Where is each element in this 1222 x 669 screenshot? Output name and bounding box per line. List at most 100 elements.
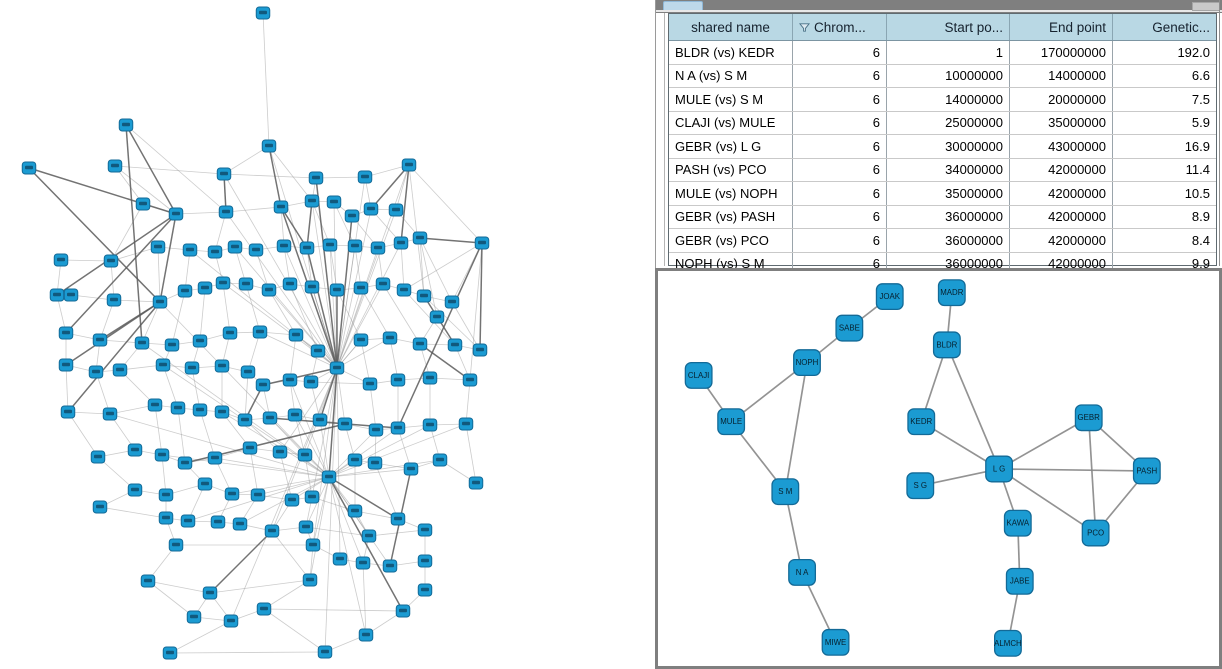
network-node[interactable] (444, 295, 460, 309)
node-shape[interactable] (1005, 567, 1034, 595)
main-network-canvas[interactable] (0, 0, 655, 669)
network-node[interactable] (304, 280, 320, 294)
network-node[interactable] (214, 405, 230, 419)
table-cell[interactable]: 6 (793, 41, 887, 64)
network-node[interactable] (58, 358, 74, 372)
table-row[interactable]: GEBR (vs) PCO 6 36000000 42000000 8.4 (669, 229, 1216, 253)
network-node[interactable] (168, 538, 184, 552)
network-node[interactable] (155, 358, 171, 372)
network-node[interactable] (329, 283, 345, 297)
network-node[interactable] (214, 359, 230, 373)
network-node[interactable] (447, 338, 463, 352)
network-node[interactable] (417, 554, 433, 568)
network-node[interactable] (299, 241, 315, 255)
table-cell[interactable]: 5.9 (1191, 115, 1210, 131)
table-cell[interactable]: 6 (793, 135, 887, 158)
node-shape[interactable] (717, 408, 746, 436)
node-shape[interactable] (835, 314, 864, 342)
node-shape[interactable] (932, 331, 961, 359)
column-header-3[interactable]: End point (1010, 14, 1113, 40)
network-node[interactable] (382, 331, 398, 345)
node-shape[interactable] (906, 472, 935, 500)
network-node[interactable] (222, 326, 238, 340)
table-cell[interactable]: 42000000 (1010, 252, 1113, 275)
subnetwork-node-BLDR[interactable]: BLDR (932, 331, 961, 359)
network-node[interactable] (390, 373, 406, 387)
table-cell[interactable]: GEBR (vs) PCO (669, 229, 793, 252)
node-shape[interactable] (1132, 457, 1161, 485)
network-node[interactable] (147, 398, 163, 412)
node-shape[interactable] (985, 455, 1014, 483)
network-node[interactable] (474, 236, 490, 250)
table-cell[interactable]: 42000000 (1010, 158, 1113, 181)
table-cell[interactable]: 6 (793, 158, 887, 181)
network-node[interactable] (197, 477, 213, 491)
subnetwork-node-PCO[interactable]: PCO (1081, 519, 1110, 547)
subnetwork-node-L-G[interactable]: L G (985, 455, 1014, 483)
network-node[interactable] (223, 614, 239, 628)
network-node[interactable] (390, 512, 406, 526)
network-node[interactable] (262, 411, 278, 425)
network-node[interactable] (321, 470, 337, 484)
network-node[interactable] (88, 365, 104, 379)
network-node[interactable] (107, 159, 123, 173)
network-node[interactable] (332, 552, 348, 566)
network-node[interactable] (184, 361, 200, 375)
network-node[interactable] (170, 401, 186, 415)
column-header-2[interactable]: Start po... (887, 14, 1010, 40)
network-node[interactable] (232, 517, 248, 531)
table-cell[interactable]: MULE (vs) S M (669, 88, 793, 111)
network-node[interactable] (347, 453, 363, 467)
network-node[interactable] (250, 488, 266, 502)
network-node[interactable] (261, 283, 277, 297)
network-node[interactable] (355, 556, 371, 570)
subnetwork-node-S-M[interactable]: S M (771, 478, 800, 506)
network-node[interactable] (362, 377, 378, 391)
network-node[interactable] (363, 202, 379, 216)
network-node[interactable] (347, 504, 363, 518)
table-row[interactable]: CLAJI (vs) MULE 6 25000000 35000000 5.9 (669, 111, 1216, 135)
network-node[interactable] (396, 283, 412, 297)
network-node[interactable] (273, 200, 289, 214)
network-node[interactable] (49, 288, 65, 302)
network-node[interactable] (242, 441, 258, 455)
network-node[interactable] (227, 240, 243, 254)
subnetwork-node-GEBR[interactable]: GEBR (1074, 404, 1103, 432)
network-node[interactable] (297, 448, 313, 462)
network-node[interactable] (154, 448, 170, 462)
table-row[interactable]: NOPH (vs) S M 6 36000000 42000000 9.9 (669, 252, 1216, 275)
subnetwork-node-KAWA[interactable]: KAWA (1003, 509, 1032, 537)
network-node[interactable] (422, 418, 438, 432)
network-node[interactable] (90, 450, 106, 464)
network-node[interactable] (177, 456, 193, 470)
table-cell[interactable]: 34000000 (887, 158, 1010, 181)
table-cell[interactable]: 11.4 (1185, 162, 1210, 178)
network-node[interactable] (261, 139, 277, 153)
table-cell[interactable]: CLAJI (vs) MULE (669, 111, 793, 134)
table-cell[interactable]: 1 (887, 41, 1010, 64)
network-node[interactable] (210, 515, 226, 529)
network-node[interactable] (127, 443, 143, 457)
network-node[interactable] (58, 326, 74, 340)
network-node[interactable] (272, 445, 288, 459)
network-node[interactable] (312, 413, 328, 427)
network-node[interactable] (152, 295, 168, 309)
table-cell[interactable]: 9.9 (1191, 256, 1210, 272)
node-shape[interactable] (793, 349, 821, 377)
node-shape[interactable] (1074, 404, 1103, 432)
table-cell[interactable]: 25000000 (887, 111, 1010, 134)
table-cell[interactable]: 6 (793, 205, 887, 228)
network-node[interactable] (164, 338, 180, 352)
table-cell[interactable]: 14000000 (1010, 64, 1113, 87)
network-node[interactable] (282, 277, 298, 291)
table-row[interactable]: BLDR (vs) KEDR 6 1 170000000 192.0 (669, 41, 1216, 65)
network-node[interactable] (118, 118, 134, 132)
network-node[interactable] (308, 171, 324, 185)
subnetwork-node-JOAK[interactable]: JOAK (875, 283, 904, 311)
network-node[interactable] (192, 403, 208, 417)
network-node[interactable] (186, 610, 202, 624)
network-node[interactable] (92, 500, 108, 514)
network-node[interactable] (412, 231, 428, 245)
table-cell[interactable]: 20000000 (1010, 88, 1113, 111)
node-shape[interactable] (1081, 519, 1110, 547)
